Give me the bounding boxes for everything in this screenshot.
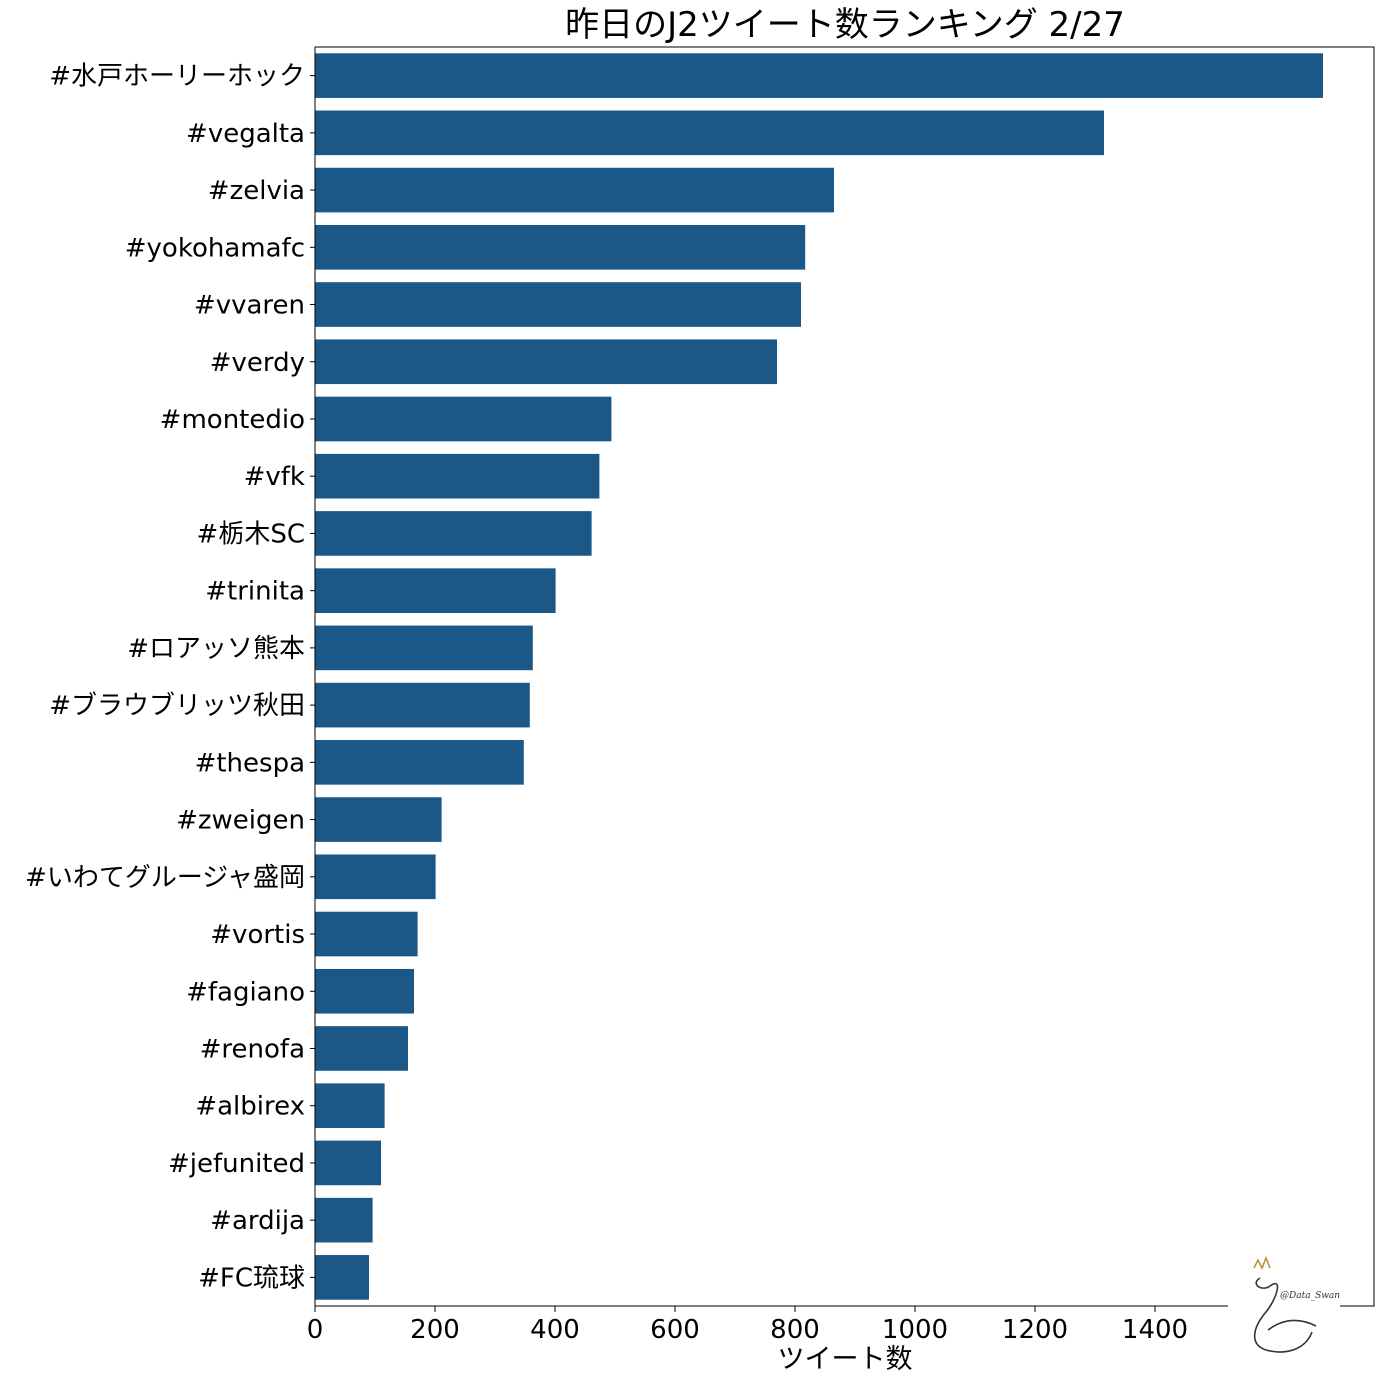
x-tick-label: 1400 [1122, 1315, 1188, 1345]
x-ticks: 0 200 400 600 800 1000 1200 1400 [307, 1306, 1188, 1345]
bar-14 [315, 854, 436, 900]
watermark: @Data_Swan [1228, 1250, 1340, 1370]
x-axis-label: ツイート数 [778, 1344, 913, 1375]
y-tick-label: #栃木SC [197, 519, 305, 549]
bar-20 [315, 1197, 373, 1243]
y-tick-label: #yokohamafc [125, 233, 305, 263]
y-tick-label: #vortis [210, 920, 305, 950]
bar-12 [315, 740, 524, 785]
bar-2 [315, 167, 834, 213]
y-tick-label: #ブラウブリッツ秋田 [49, 691, 305, 721]
bar-6 [315, 396, 612, 442]
x-tick-label: 400 [530, 1315, 580, 1345]
bar-4 [315, 282, 801, 327]
y-tick-label: #ロアッソ熊本 [127, 634, 305, 664]
y-tick-label: #ardija [210, 1206, 305, 1236]
y-tick-label: #zweigen [176, 806, 305, 836]
y-tick-label: #いわてグルージャ盛岡 [25, 863, 305, 893]
bar-16 [315, 968, 414, 1014]
bar-9 [315, 568, 556, 613]
y-tick-label: #zelvia [208, 176, 305, 206]
x-tick-label: 200 [410, 1315, 460, 1345]
x-tick-label: 1000 [882, 1315, 948, 1345]
bar-18 [315, 1083, 385, 1129]
y-tick-label: #renofa [200, 1034, 305, 1064]
x-tick-label: 800 [770, 1315, 820, 1345]
bar-3 [315, 224, 806, 270]
y-tick-label: #vegalta [186, 119, 305, 149]
bar-8 [315, 511, 592, 556]
bar-0 [315, 53, 1323, 98]
y-tick-label: #vvaren [194, 291, 305, 321]
bar-11 [315, 682, 530, 728]
bar-1 [315, 110, 1104, 156]
bar-10 [315, 625, 533, 671]
bar-13 [315, 797, 442, 842]
bar-5 [315, 339, 777, 385]
x-tick-label: 0 [307, 1315, 324, 1345]
y-tick-label: #verdy [210, 348, 305, 378]
y-tick-label: #水戸ホーリーホック [49, 62, 305, 92]
y-tick-label: #FC琉球 [198, 1263, 305, 1293]
y-tick-label: #trinita [205, 577, 305, 607]
y-tick-label: #montedio [160, 405, 305, 435]
bar-21 [315, 1255, 369, 1300]
bar-15 [315, 911, 418, 957]
y-tick-label: #vfk [244, 462, 305, 492]
y-tick-label: #albirex [195, 1092, 305, 1122]
chart-title: 昨日のJ2ツイート数ランキング 2/27 [565, 5, 1125, 45]
bar-19 [315, 1140, 381, 1186]
y-tick-labels: #水戸ホーリーホック #vegalta #zelvia #yokohamafc #vva… [25, 62, 315, 1293]
bars-group [315, 53, 1323, 1300]
x-tick-label: 600 [650, 1315, 700, 1345]
y-tick-label: #jefunited [168, 1149, 305, 1179]
watermark-text: @Data_Swan [1280, 1291, 1340, 1301]
plot-frame [314, 46, 1375, 1307]
bar-7 [315, 453, 600, 499]
swan-icon [1253, 1255, 1317, 1353]
y-tick-label: #thespa [195, 748, 305, 778]
bar-17 [315, 1026, 408, 1071]
x-tick-label: 1200 [1002, 1315, 1068, 1345]
y-tick-label: #fagiano [186, 977, 305, 1007]
